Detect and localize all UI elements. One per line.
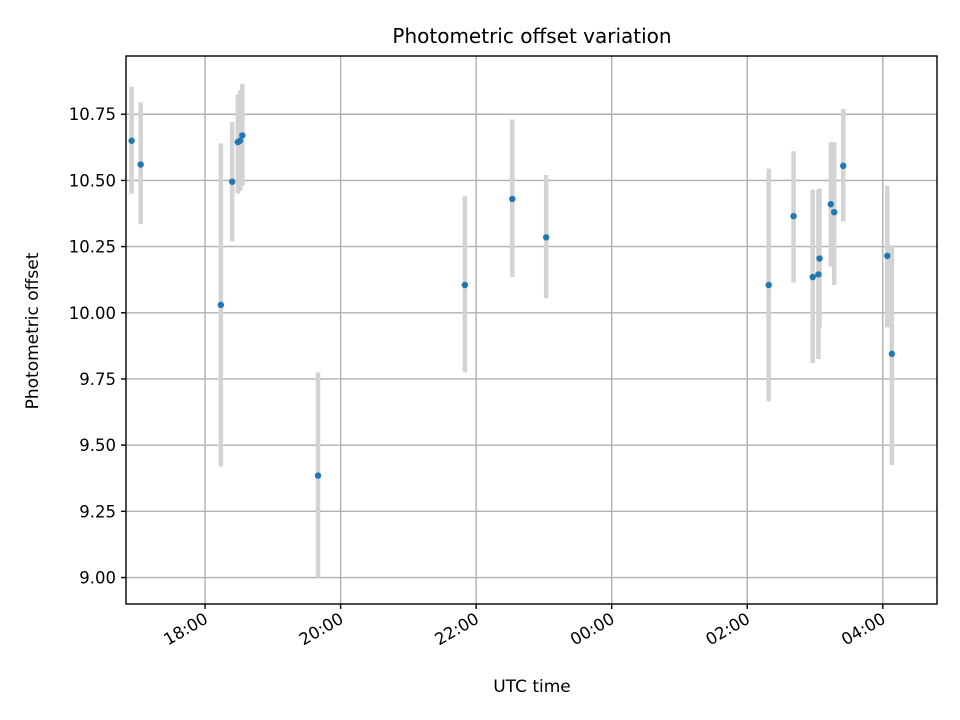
data-point	[888, 350, 896, 358]
y-tick-label: 9.75	[79, 370, 116, 389]
chart-title: Photometric offset variation	[392, 24, 671, 48]
x-tick-label: 20:00	[296, 609, 347, 649]
data-point	[765, 281, 772, 289]
y-axis-label: Photometric offset	[23, 252, 43, 409]
data-points	[128, 132, 896, 479]
data-point	[831, 208, 838, 216]
y-tick-label: 10.75	[69, 105, 116, 124]
data-point	[509, 195, 516, 203]
x-tick-label: 04:00	[838, 609, 889, 649]
data-point	[840, 162, 847, 170]
data-point	[236, 137, 244, 144]
data-point	[884, 252, 891, 260]
error-bars	[129, 83, 895, 578]
y-tick-label: 10.50	[69, 171, 116, 190]
data-point	[217, 301, 225, 309]
data-point	[542, 234, 550, 241]
data-point	[816, 255, 823, 262]
x-tick-label: 22:00	[431, 609, 482, 649]
data-point	[228, 178, 236, 185]
y-tick-label: 9.50	[79, 436, 116, 455]
x-tick-label: 00:00	[567, 609, 618, 649]
grid	[126, 56, 937, 604]
data-point	[461, 281, 469, 289]
y-axis-ticks: 9.00 9.25 9.50 9.75 10.00 10.25 10.50 10.75	[69, 105, 126, 588]
x-axis-ticks: 18:00 20:00 22:00 00:00 02:00 04:00	[160, 604, 889, 649]
plot-frame	[125, 55, 938, 605]
data-point	[314, 472, 322, 479]
data-point	[815, 271, 822, 278]
data-point	[790, 212, 797, 220]
y-tick-label: 10.00	[69, 304, 116, 323]
data-point	[827, 201, 835, 208]
y-tick-label: 9.25	[79, 502, 116, 521]
y-tick-label: 9.00	[79, 569, 116, 588]
x-tick-label: 02:00	[703, 609, 754, 649]
x-tick-label: 18:00	[160, 609, 211, 649]
data-point	[239, 132, 246, 139]
data-point	[128, 137, 135, 144]
data-point	[137, 161, 144, 168]
data-point	[809, 273, 816, 281]
y-tick-label: 10.25	[69, 238, 116, 257]
x-axis-label: UTC time	[493, 677, 571, 697]
